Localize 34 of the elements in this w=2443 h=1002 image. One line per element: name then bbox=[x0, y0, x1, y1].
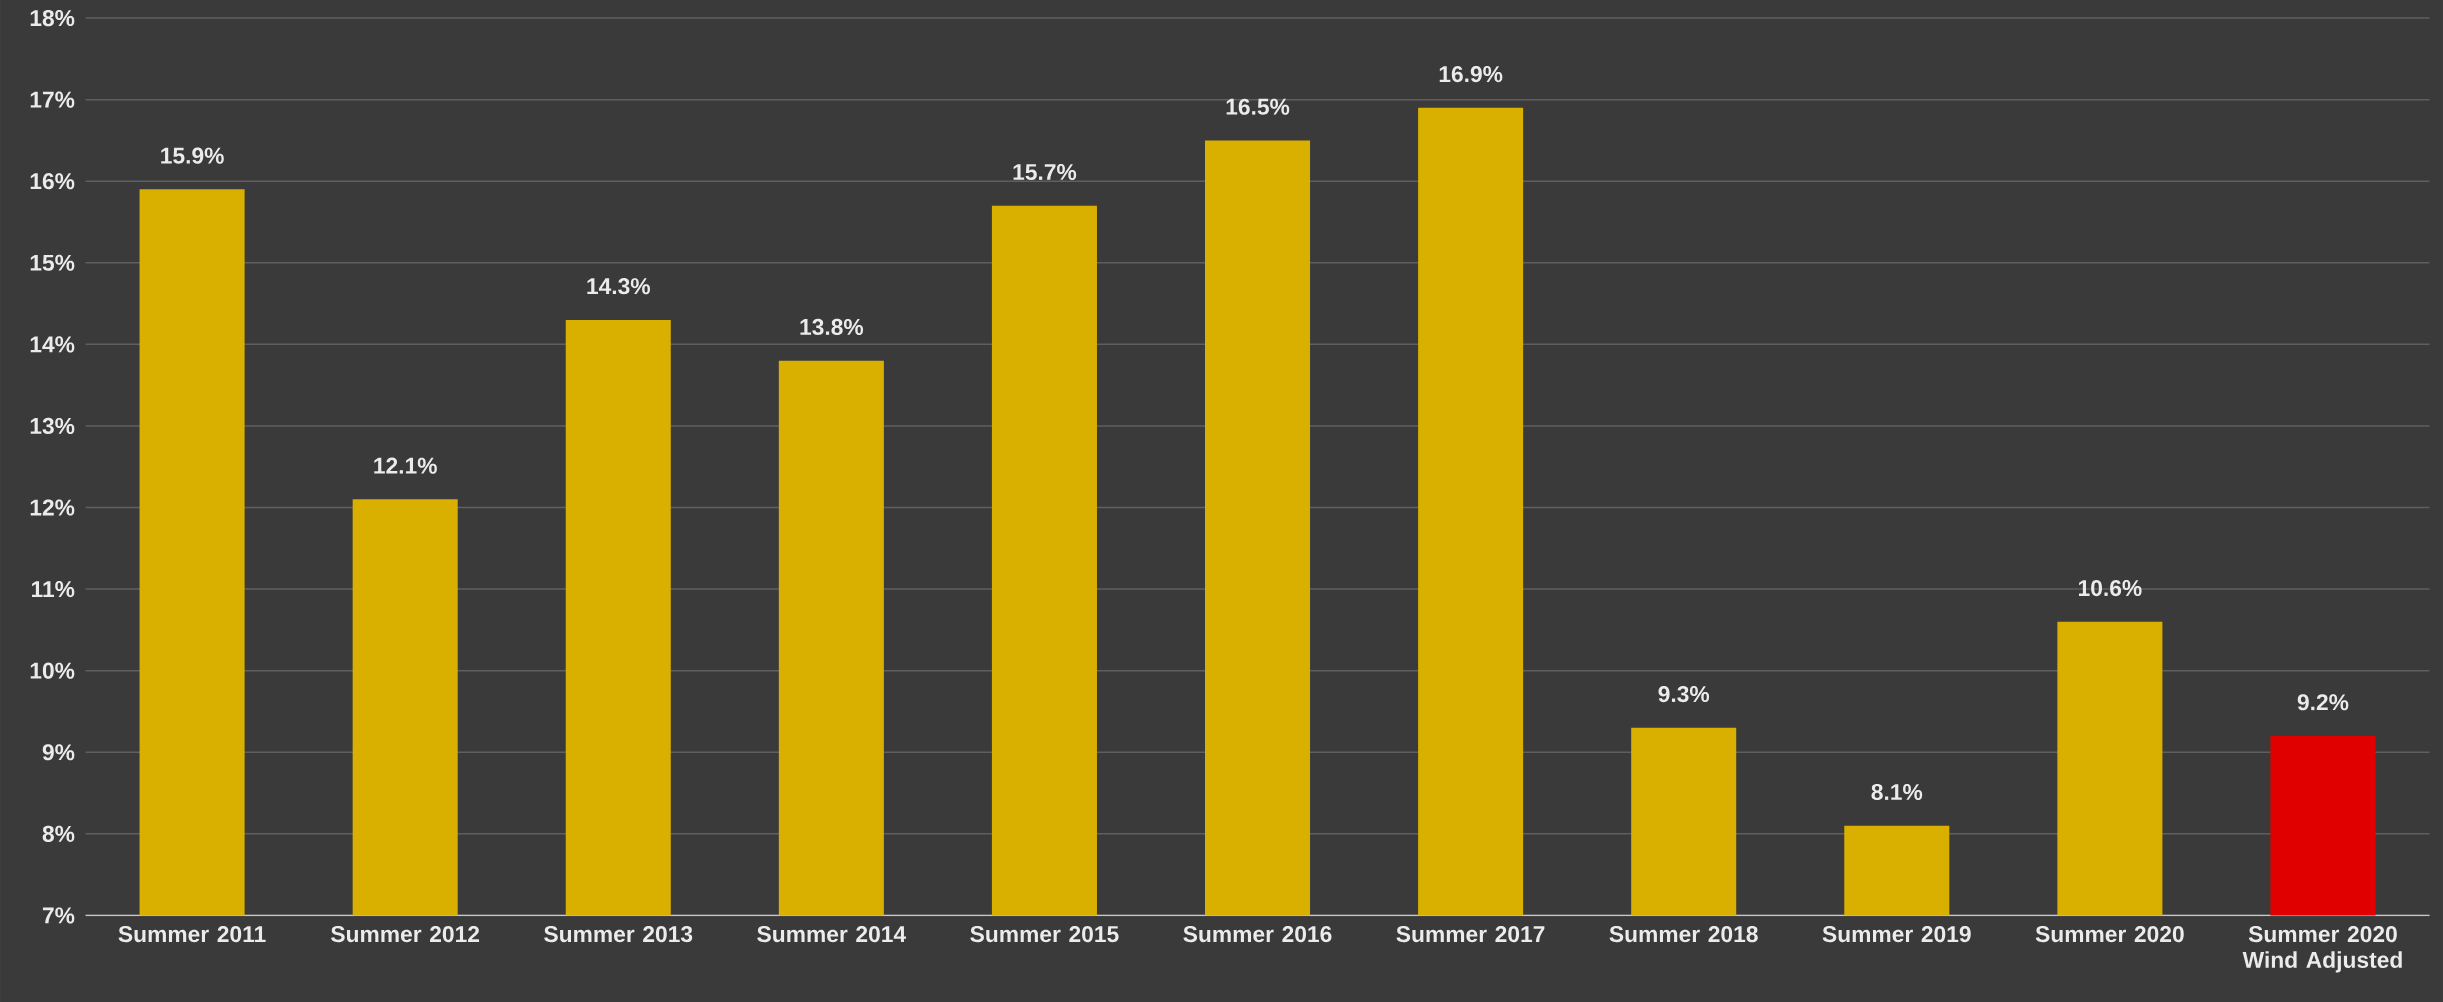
data-label: 9.3% bbox=[1658, 685, 1710, 702]
y-tick-label: 17% bbox=[30, 91, 75, 108]
x-tick-label: Summer 2020 Wind Adjusted bbox=[2242, 925, 2402, 973]
y-tick-label: 12% bbox=[30, 499, 75, 516]
data-label: 10.6% bbox=[2079, 579, 2142, 596]
x-tick-label: Summer 2020 bbox=[2035, 925, 2184, 942]
data-label: 16.9% bbox=[1439, 65, 1503, 82]
data-label: 13.8% bbox=[800, 318, 864, 335]
x-tick-label: Summer 2015 bbox=[970, 925, 1119, 942]
x-tick-label: Summer 2013 bbox=[544, 925, 693, 942]
x-tick-label: Summer 2014 bbox=[757, 925, 907, 942]
data-label: 8.1% bbox=[1871, 783, 1923, 800]
x-tick-label: Summer 2019 bbox=[1822, 925, 1971, 942]
y-tick-label: 7% bbox=[42, 907, 75, 924]
data-label: 14.3% bbox=[587, 277, 650, 295]
y-tick-label: 10% bbox=[30, 662, 75, 679]
data-label: 9.2% bbox=[2297, 693, 2349, 711]
x-tick-label: Summer 2018 bbox=[1609, 925, 1758, 942]
x-tick-label: Summer 2016 bbox=[1183, 925, 1332, 942]
y-tick-label: 16% bbox=[30, 172, 75, 190]
y-tick-label: 11% bbox=[32, 580, 75, 597]
data-label: 15.9% bbox=[161, 147, 224, 164]
x-tick-label: Summer 2012 bbox=[331, 925, 480, 942]
y-tick-label: 14% bbox=[30, 336, 75, 353]
data-label: 12.1% bbox=[374, 457, 437, 474]
y-tick-label: 9% bbox=[42, 743, 75, 761]
y-tick-label: 15% bbox=[30, 254, 75, 271]
y-tick-label: 13% bbox=[30, 417, 75, 434]
y-tick-label: 18% bbox=[30, 9, 75, 26]
data-label: 16.5% bbox=[1226, 98, 1290, 115]
x-tick-label: Summer 2011 bbox=[118, 925, 266, 942]
data-label: 15.7% bbox=[1013, 163, 1077, 180]
x-tick-label: Summer 2017 bbox=[1396, 925, 1545, 942]
y-tick-label: 8% bbox=[42, 825, 75, 842]
